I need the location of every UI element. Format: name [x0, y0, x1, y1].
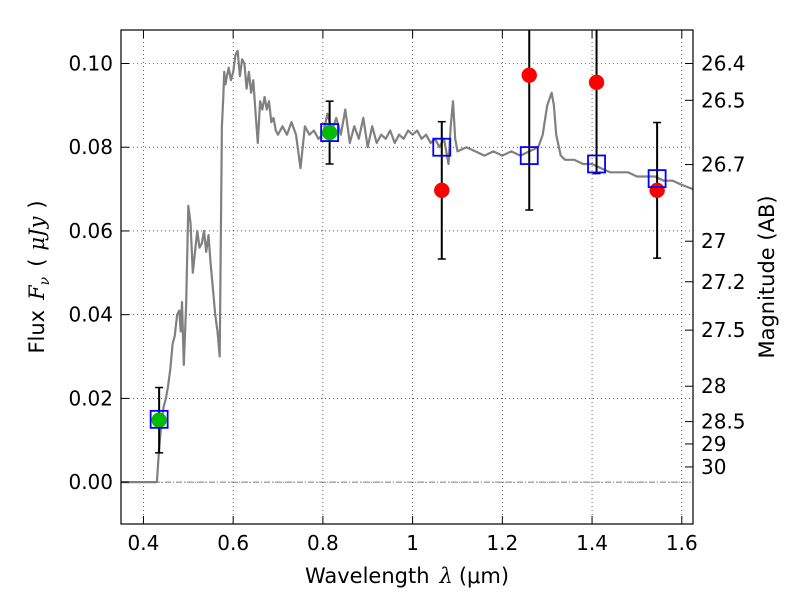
x-tick-label: 1.4: [576, 531, 608, 555]
grid: [121, 30, 693, 524]
photometry-point: [649, 182, 665, 199]
mag-tick-label: 27.2: [701, 270, 746, 294]
model-bandpass-square: [320, 123, 340, 142]
photometry-point: [321, 124, 338, 141]
mag-tick-label: 26.4: [701, 51, 746, 75]
y-tick-label: 0.04: [68, 303, 113, 327]
model-bandpass-square: [587, 154, 606, 174]
photometry-point: [434, 182, 450, 199]
x-tick-label: 1.2: [486, 531, 518, 555]
mag-tick-label: 27.5: [701, 318, 746, 342]
y-tick-label: 0.10: [68, 51, 113, 75]
mag-tick-label: 30: [701, 455, 726, 479]
x-tick-label: 1: [406, 531, 419, 555]
model-bandpass-square: [519, 146, 539, 165]
mag-tick-label: 26.5: [701, 88, 746, 112]
ticks: 0.4 0.6 0.8 1 1.2 1.4 1.6 0.00 0.02 0.04 0.06 0.08 0…: [68, 30, 746, 555]
x-tick-label: 0.6: [217, 531, 249, 555]
mag-tick-label: 28.5: [701, 410, 746, 434]
model-bandpass-square: [647, 169, 667, 189]
y-tick-label: 0.06: [68, 219, 113, 243]
photometry-point: [151, 412, 167, 428]
model-bandpass-square: [149, 409, 169, 429]
svg-text:FluxFν(μJy): FluxFν(μJy): [25, 200, 53, 353]
y-tick-label: 0.08: [68, 135, 113, 159]
plot-frame: [120, 29, 694, 525]
photometry-point: [588, 74, 605, 91]
x-tick-label: 0.4: [128, 531, 160, 555]
model-spectrum-line: [121, 49, 694, 484]
error-bars: [155, 30, 662, 454]
svg-text:Magnitude (AB): Magnitude (AB): [755, 195, 779, 358]
mag-tick-label: 27: [701, 229, 726, 253]
mag-tick-label: 29: [701, 432, 726, 456]
y-axis-right-label: Magnitude (AB): [755, 195, 779, 358]
y-tick-label: 0.00: [68, 470, 113, 494]
data-markers: [149, 67, 667, 429]
x-tick-label: 1.6: [666, 531, 698, 555]
model-spectrum: [121, 49, 694, 484]
x-axis-label: Wavelength λ (μm): [305, 564, 509, 588]
model-bandpass-square: [432, 137, 452, 157]
mag-tick-label: 26.7: [701, 153, 746, 177]
y-tick-label: 0.02: [68, 386, 113, 410]
y-axis-label: FluxFν(μJy): [25, 200, 53, 353]
mag-tick-label: 28: [701, 374, 726, 398]
photometry-point: [521, 67, 538, 83]
x-tick-label: 0.8: [307, 531, 339, 555]
